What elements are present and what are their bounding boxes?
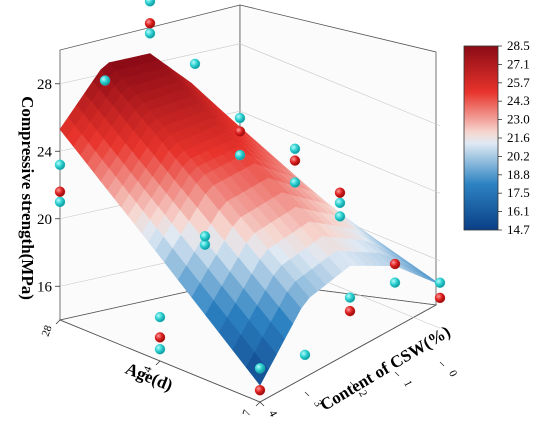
- csw-tick-mark: [259, 401, 265, 407]
- z-axis-title: Compressive strength(MPa): [18, 96, 37, 300]
- age-tick-mark: [255, 401, 261, 407]
- data-point: [344, 305, 356, 317]
- data-point: [54, 196, 66, 208]
- data-point: [189, 58, 201, 70]
- colorbar-tick-label: 17.5: [507, 185, 530, 200]
- data-point: [299, 349, 311, 361]
- csw-tick-label: 0: [446, 368, 459, 379]
- data-point: [54, 186, 66, 197]
- age-axis-ticks: 7 14 28: [40, 319, 261, 418]
- data-point: [289, 143, 301, 155]
- colorbar-tick-label: 27.1: [507, 56, 530, 71]
- z-tick-label: 24: [37, 144, 53, 160]
- data-point: [154, 311, 166, 323]
- data-point: [334, 197, 346, 209]
- data-point: [144, 28, 156, 39]
- csw-tick-mark: [439, 361, 445, 367]
- data-point: [154, 332, 166, 343]
- data-point: [144, 18, 156, 29]
- front-edge-right: [259, 304, 437, 403]
- z-axis-ticks: 16 20 24 28: [37, 77, 60, 295]
- age-tick-label: 28: [40, 323, 55, 338]
- data-point: [99, 75, 111, 86]
- colorbar-tick-label: 28.5: [507, 38, 530, 53]
- data-point: [389, 258, 401, 270]
- colorbar-tick-label: 20.2: [507, 148, 530, 163]
- age-tick-label: 14: [140, 364, 155, 379]
- csw-tick-label: 3: [311, 398, 324, 409]
- csw-tick-label: 2: [356, 388, 369, 398]
- csw-axis-ticks: 0 1 2 3 4: [259, 361, 459, 419]
- colorbar: 28.5 27.1 25.7 24.3 23.0 21.6 20.2 18.8 17.5 16.1…: [463, 38, 530, 237]
- z-tick-label: 16: [37, 279, 53, 295]
- csw-tick-mark: [304, 391, 310, 397]
- data-point: [144, 0, 156, 7]
- age-tick-mark: [55, 319, 61, 325]
- colorbar-tick-label: 25.7: [507, 75, 530, 90]
- colorbar-tick-label: 16.1: [507, 204, 530, 219]
- z-tick-label: 28: [37, 77, 52, 93]
- csw-tick-mark: [349, 381, 355, 387]
- data-points: [54, 0, 446, 396]
- colorbar-tick-label: 24.3: [507, 93, 530, 108]
- colorbar-tick-label: 23.0: [507, 112, 530, 127]
- age-tick-mark: [155, 360, 161, 366]
- csw-tick-label: 4: [266, 408, 279, 419]
- data-point: [154, 344, 166, 355]
- z-tick-label: 20: [37, 212, 52, 228]
- data-point: [289, 177, 301, 188]
- data-point: [234, 149, 246, 161]
- csw-tick-label: 1: [401, 378, 414, 388]
- data-point: [334, 211, 346, 222]
- data-point: [234, 112, 246, 124]
- data-point: [334, 187, 346, 198]
- data-point: [254, 363, 266, 374]
- csw-tick-mark: [394, 371, 400, 377]
- response-surface: [59, 53, 441, 386]
- data-point: [434, 277, 446, 288]
- data-point: [199, 231, 211, 242]
- colorbar-tick-label: 14.7: [507, 222, 530, 237]
- data-point: [289, 155, 301, 166]
- data-point: [254, 385, 266, 396]
- data-point: [54, 159, 66, 171]
- data-point: [389, 277, 401, 288]
- colorbar-tick-label: 18.8: [507, 167, 530, 182]
- age-tick-label: 7: [241, 408, 254, 418]
- data-point: [434, 292, 446, 304]
- colorbar-tick-label: 21.6: [507, 130, 530, 145]
- data-point: [344, 292, 356, 303]
- data-point: [234, 126, 246, 137]
- colorbar-ticks: 28.5 27.1 25.7 24.3 23.0 21.6 20.2 18.8 17.5 16.1…: [498, 38, 530, 237]
- colorbar-gradient: [463, 45, 499, 231]
